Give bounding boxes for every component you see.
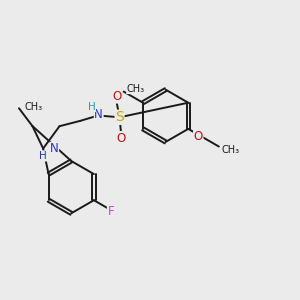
Text: O: O [116, 132, 126, 145]
Text: CH₃: CH₃ [221, 145, 239, 155]
Text: CH₃: CH₃ [24, 102, 42, 112]
Text: F: F [107, 205, 114, 218]
Text: O: O [112, 90, 121, 103]
Text: H: H [88, 102, 95, 112]
Text: N: N [50, 142, 58, 155]
Text: S: S [115, 110, 124, 124]
Text: H: H [39, 151, 47, 161]
Text: CH₃: CH₃ [127, 84, 145, 94]
Text: O: O [194, 130, 203, 143]
Text: N: N [94, 108, 103, 121]
